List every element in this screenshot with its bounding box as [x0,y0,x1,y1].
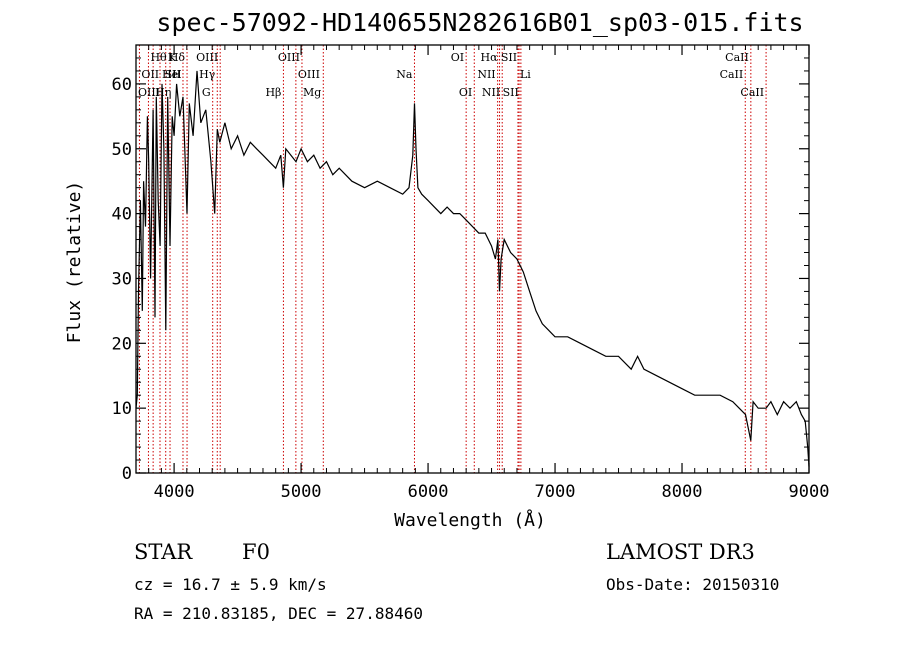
y-tick-label: 40 [112,205,132,225]
line-label: Hα [481,51,499,64]
flux-series-line [135,70,810,467]
line-label: SII [501,51,517,64]
coordinates: RA = 210.83185, DEC = 27.88460 [134,604,423,623]
line-label: OIII [278,51,300,64]
line-label: Hγ [199,68,216,81]
x-tick-label: 6000 [408,482,449,502]
line-label: NII [482,86,500,99]
line-label: K [168,51,177,64]
x-tick-label: 4000 [154,482,195,502]
line-label: CaII [740,86,764,99]
line-label: Li [520,68,531,81]
x-tick-label: 5000 [281,482,322,502]
x-tick-label: 9000 [789,482,830,502]
line-label: Na [396,68,413,81]
line-label: OIII [138,86,160,99]
survey-name: LAMOST DR3 [606,540,755,564]
line-label: G [202,86,211,99]
y-tick-label: 0 [122,464,132,484]
line-label: OIII [298,68,320,81]
object-subclass: F0 [242,540,270,564]
line-label: Mg [303,86,321,99]
y-tick-label: 20 [112,334,132,354]
line-label: OI [459,86,472,99]
axis-ticks: 4000 5000 6000 7000 8000 9000 0 10 20 30 40 50 60 [112,44,830,502]
line-label: Hβ [265,86,281,99]
y-tick-label: 60 [112,75,132,95]
y-tick-label: 10 [112,399,132,419]
x-tick-label: 8000 [662,482,703,502]
line-label: OII [141,68,159,81]
plot-frame [135,44,810,474]
observation-date: Obs-Date: 20150310 [606,575,780,594]
spectral-line-markers [135,45,767,473]
line-label: H [172,68,182,81]
object-class: STAR [134,540,193,564]
line-label: NII [477,68,495,81]
line-label: SII [503,86,519,99]
y-axis-label: Flux (relative) [64,180,85,344]
chart-title: spec-57092-HD140655N282616B01_sp03-015.f… [156,8,804,37]
line-label: Hθ [150,51,167,64]
line-label: OI [451,51,464,64]
redshift-value: cz = 16.7 ± 5.9 km/s [134,575,327,594]
line-label: OIII [196,51,218,64]
line-label: SII [165,68,181,81]
line-label: He [162,68,178,81]
line-label: Hδ [169,51,186,64]
line-label: CaII [725,51,749,64]
x-axis-label: Wavelength (Å) [394,510,546,531]
x-tick-label: 7000 [535,482,576,502]
y-tick-label: 50 [112,140,132,160]
y-tick-label: 30 [112,269,132,289]
line-label: CaII [720,68,744,81]
line-label: Hη [155,86,171,99]
